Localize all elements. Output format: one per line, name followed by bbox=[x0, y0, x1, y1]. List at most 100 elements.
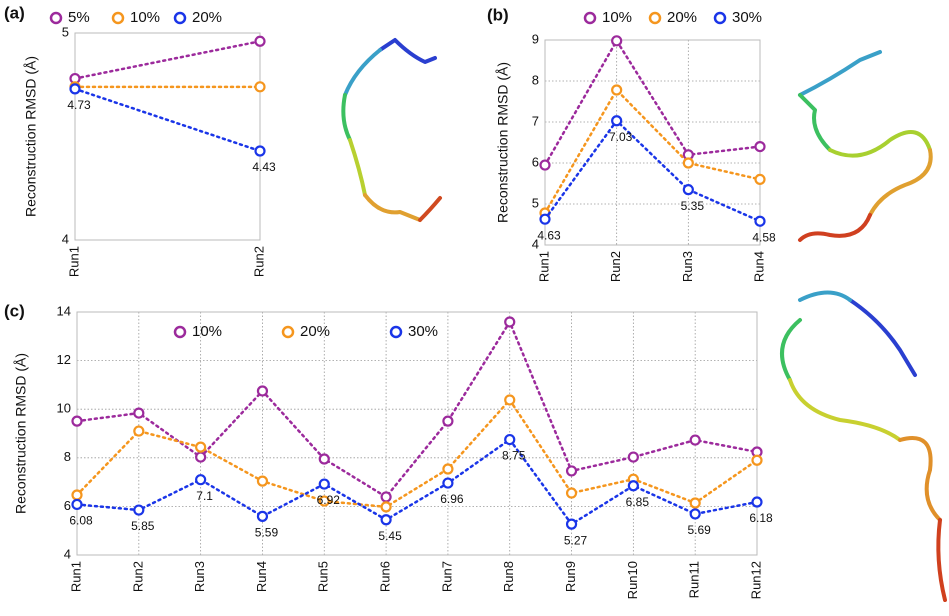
data-label: 5.45 bbox=[378, 529, 402, 543]
data-point bbox=[258, 477, 267, 486]
data-point bbox=[612, 86, 621, 95]
x-tick-label: Run10 bbox=[625, 561, 640, 599]
x-tick-label: Run3 bbox=[680, 251, 695, 282]
legend-label: 30% bbox=[408, 323, 438, 340]
data-point bbox=[756, 142, 765, 151]
data-point bbox=[684, 159, 693, 168]
legend-marker bbox=[51, 13, 61, 23]
legend-marker bbox=[175, 327, 185, 337]
data-point bbox=[382, 492, 391, 501]
data-label: 6.08 bbox=[69, 514, 93, 528]
y-tick-label: 4 bbox=[62, 231, 69, 246]
data-label: 4.73 bbox=[67, 98, 91, 112]
data-label: 5.27 bbox=[564, 533, 588, 547]
legend-marker bbox=[391, 327, 401, 337]
data-point bbox=[196, 475, 205, 484]
y-tick-label: 6 bbox=[532, 154, 539, 169]
x-tick-label: Run11 bbox=[687, 561, 702, 598]
x-tick-label: Run3 bbox=[192, 561, 207, 592]
x-tick-label: Run4 bbox=[254, 561, 269, 592]
data-point bbox=[196, 443, 205, 452]
x-tick-label: Run12 bbox=[748, 561, 763, 599]
legend-label: 10% bbox=[602, 9, 632, 26]
y-tick-label: 7 bbox=[532, 113, 539, 128]
legend-marker bbox=[715, 13, 725, 23]
x-tick-label: Run9 bbox=[563, 561, 578, 592]
data-label: 6.96 bbox=[440, 492, 464, 506]
x-tick-label: Run6 bbox=[378, 561, 393, 592]
data-point bbox=[629, 481, 638, 490]
data-label: 4.63 bbox=[537, 228, 561, 242]
panel-label: (a) bbox=[4, 3, 25, 22]
data-point bbox=[443, 479, 452, 488]
data-point bbox=[505, 395, 514, 404]
y-tick-label: 8 bbox=[64, 449, 71, 464]
data-label: 6.18 bbox=[749, 511, 773, 525]
x-tick-label: Run7 bbox=[439, 561, 454, 592]
x-tick-label: Run8 bbox=[501, 561, 516, 592]
legend-label: 10% bbox=[192, 323, 222, 340]
data-point bbox=[756, 175, 765, 184]
data-label: 5.35 bbox=[681, 199, 705, 213]
protein-structures bbox=[343, 40, 945, 600]
series-line bbox=[75, 89, 260, 151]
x-tick-label: Run1 bbox=[68, 561, 83, 592]
legend-marker bbox=[283, 327, 293, 337]
data-point bbox=[256, 82, 265, 91]
plot-frame bbox=[75, 33, 260, 240]
y-tick-label: 8 bbox=[532, 72, 539, 87]
legend-label: 30% bbox=[732, 9, 762, 26]
data-point bbox=[684, 185, 693, 194]
chart-panel: 468101214Run1Run2Run3Run4Run5Run6Run7Run… bbox=[4, 301, 773, 599]
data-point bbox=[443, 464, 452, 473]
data-point bbox=[73, 417, 82, 426]
y-axis-title: Reconstruction RMSD (Å) bbox=[13, 353, 29, 514]
data-point bbox=[73, 490, 82, 499]
data-point bbox=[196, 453, 205, 462]
x-tick-label: Run5 bbox=[316, 561, 331, 592]
data-point bbox=[71, 84, 80, 93]
legend-marker bbox=[113, 13, 123, 23]
data-point bbox=[541, 215, 550, 224]
data-point bbox=[612, 116, 621, 125]
data-point bbox=[505, 435, 514, 444]
legend-marker bbox=[650, 13, 660, 23]
y-tick-label: 5 bbox=[532, 195, 539, 210]
data-label: 7.1 bbox=[196, 489, 213, 503]
data-point bbox=[73, 500, 82, 509]
legend-label: 20% bbox=[667, 9, 697, 26]
x-tick-label: Run1 bbox=[66, 246, 81, 277]
data-point bbox=[505, 317, 514, 326]
data-point bbox=[443, 417, 452, 426]
data-label: 4.43 bbox=[252, 160, 276, 174]
data-label: 6.85 bbox=[626, 495, 650, 509]
data-point bbox=[567, 466, 576, 475]
data-label: 7.03 bbox=[609, 130, 633, 144]
panel-label: (b) bbox=[487, 5, 509, 24]
series-line bbox=[75, 41, 260, 78]
data-label: 8.75 bbox=[502, 449, 526, 463]
x-tick-label: Run2 bbox=[251, 246, 266, 277]
data-label: 5.59 bbox=[255, 526, 279, 540]
legend-marker bbox=[175, 13, 185, 23]
series-line bbox=[77, 400, 757, 507]
panel-label: (c) bbox=[4, 301, 25, 320]
legend-label: 5% bbox=[68, 9, 90, 26]
data-point bbox=[567, 489, 576, 498]
data-point bbox=[320, 455, 329, 464]
data-point bbox=[691, 436, 700, 445]
data-point bbox=[134, 409, 143, 418]
data-label: 5.69 bbox=[688, 523, 712, 537]
data-point bbox=[567, 520, 576, 529]
y-axis-title: Reconstruction RMSD (Å) bbox=[495, 62, 511, 223]
x-tick-label: Run2 bbox=[130, 561, 145, 592]
series-line bbox=[545, 41, 760, 165]
legend-label: 20% bbox=[192, 9, 222, 26]
plot-frame bbox=[545, 40, 760, 245]
y-tick-label: 4 bbox=[64, 546, 71, 561]
data-point bbox=[629, 453, 638, 462]
legend-marker bbox=[585, 13, 595, 23]
data-point bbox=[256, 37, 265, 46]
